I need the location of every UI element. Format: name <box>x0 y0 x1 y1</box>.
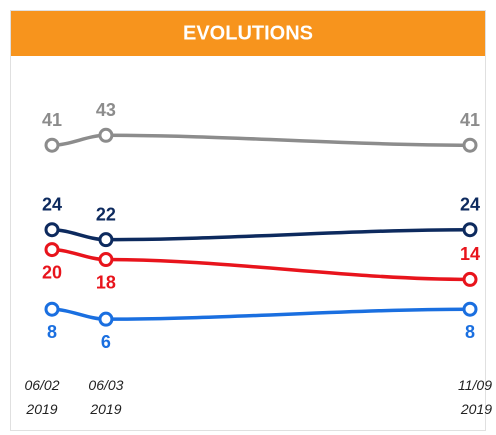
point <box>98 232 114 248</box>
data-label: 14 <box>460 244 480 264</box>
data-label: 6 <box>101 332 111 352</box>
series-line <box>51 227 471 242</box>
data-label: 24 <box>460 194 480 214</box>
data-label: 8 <box>47 322 57 342</box>
point <box>98 311 114 327</box>
x-tick-label: 11/09 2019 <box>458 377 492 417</box>
data-label: 20 <box>42 262 62 282</box>
data-label: 24 <box>42 194 62 214</box>
data-label: 43 <box>96 100 116 120</box>
data-label: 41 <box>460 110 480 130</box>
data-label: 41 <box>42 110 62 130</box>
series-line <box>51 133 471 147</box>
point <box>98 252 114 268</box>
data-label: 22 <box>96 204 116 224</box>
point <box>462 137 478 153</box>
point <box>462 301 478 317</box>
panel <box>10 10 486 431</box>
point <box>462 271 478 287</box>
point <box>44 137 60 153</box>
point <box>98 127 114 143</box>
point <box>44 222 60 238</box>
chart-title: EVOLUTIONS <box>183 22 313 44</box>
series-line <box>51 307 471 321</box>
point <box>44 301 60 317</box>
point <box>44 242 60 258</box>
series-line <box>51 247 471 282</box>
point <box>462 222 478 238</box>
data-label: 18 <box>96 272 116 292</box>
header-band <box>11 11 485 56</box>
x-tick-label: 06/02 2019 <box>24 377 59 417</box>
x-tick-label: 06/03 2019 <box>88 377 123 417</box>
data-label: 8 <box>465 322 475 342</box>
